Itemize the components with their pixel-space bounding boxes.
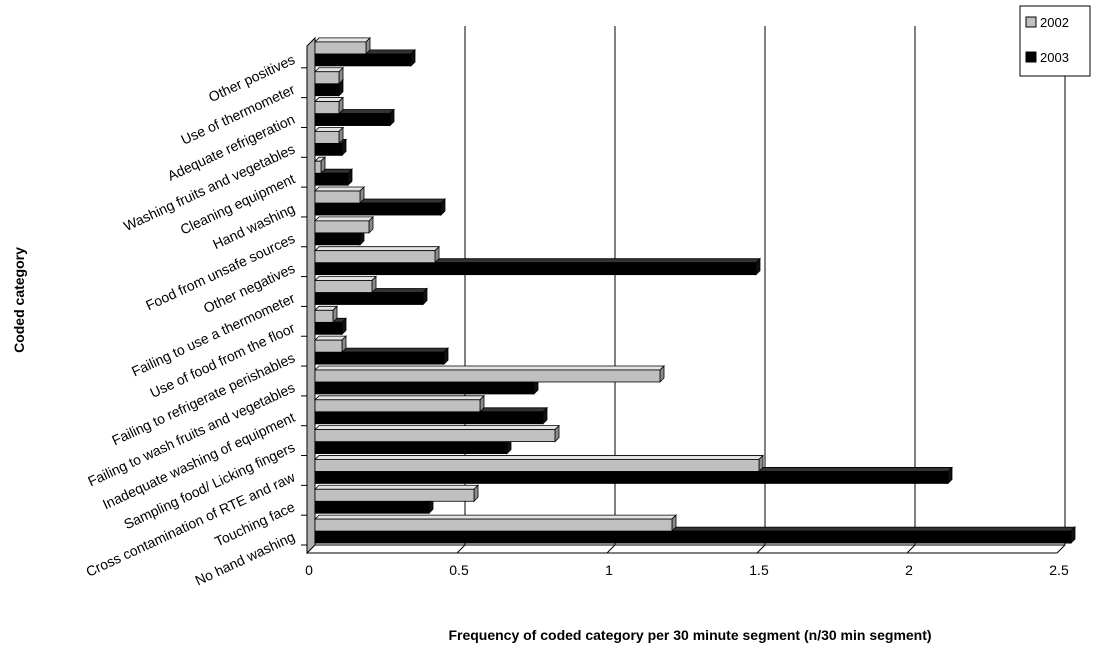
- bar-2002-front: [314, 41, 367, 55]
- bar-2003-front: [314, 500, 430, 514]
- bar-2003-front: [314, 202, 442, 216]
- bar-2002: [314, 484, 479, 503]
- x-tick-label: 2.5: [1049, 562, 1069, 578]
- legend-swatch-2002: [1025, 16, 1037, 28]
- bar-2003-front: [314, 471, 949, 484]
- legend-label-2002: 2002: [1040, 15, 1069, 30]
- bar-2002-front: [314, 190, 361, 204]
- gridline-floor: [606, 544, 616, 554]
- bar-2003: [314, 168, 353, 187]
- bar-2002-front: [314, 309, 334, 323]
- bar-2003-front: [314, 292, 424, 305]
- bar-2002: [314, 365, 665, 383]
- bar-2002-front: [314, 399, 481, 413]
- bar-2002-front: [314, 160, 322, 174]
- y-axis-title: Coded category: [11, 247, 27, 353]
- bar-2002: [314, 215, 374, 234]
- gridline-floor: [906, 544, 916, 554]
- bar-2002-top: [314, 186, 365, 192]
- bar-2003-front: [314, 232, 361, 246]
- legend-swatch-2003: [1025, 51, 1037, 63]
- bar-2002: [314, 394, 485, 413]
- bar-2002-front: [314, 339, 343, 353]
- bar-2003-front: [314, 53, 412, 67]
- x-axis-title: Frequency of coded category per 30 minut…: [448, 627, 931, 643]
- bar-2002-front: [314, 280, 373, 293]
- legend-label-2003: 2003: [1040, 50, 1069, 65]
- bar-2002: [314, 66, 344, 85]
- bar-2002: [314, 454, 764, 473]
- bar-2002-top: [314, 455, 764, 460]
- bar-2003-front: [314, 172, 349, 186]
- bars: [314, 36, 1076, 545]
- bar-2002-front: [314, 369, 661, 383]
- bar-2002: [314, 126, 344, 145]
- bar-2003-front: [314, 411, 544, 425]
- bar-2003-front: [314, 262, 757, 276]
- bar-2002-top: [314, 37, 371, 43]
- bar-2002-top: [314, 484, 479, 490]
- gridline-floor: [1056, 544, 1066, 554]
- bar-2002: [314, 96, 344, 115]
- x-tick-label: 0: [305, 562, 313, 578]
- bar-2002-top: [314, 276, 377, 281]
- x-tick-label: 0.5: [449, 562, 469, 578]
- bar-2003-front: [314, 351, 445, 365]
- bar-2002-front: [314, 220, 370, 234]
- x-tick-label: 2: [905, 562, 913, 578]
- bar-2002: [314, 275, 377, 294]
- gridline-floor: [756, 544, 766, 554]
- bar-2003: [314, 347, 449, 366]
- legend: 2002 2003: [1019, 5, 1091, 77]
- bar-2002-top: [314, 126, 344, 132]
- x-tick-label: 1.5: [749, 562, 769, 578]
- gridline-floor: [456, 544, 466, 554]
- bar-2002: [314, 156, 326, 175]
- bar-2003-front: [314, 381, 535, 395]
- bar-2002: [314, 36, 371, 55]
- bar-2002-top: [314, 365, 665, 371]
- bar-2002: [314, 186, 365, 204]
- bar-2002-top: [314, 97, 344, 102]
- bar-2002-top: [314, 67, 344, 73]
- bar-2003-front: [314, 83, 340, 97]
- x-tick-labels: 0 0.5 1 1.5 2 2.5: [305, 562, 1069, 578]
- bar-2002-front: [314, 130, 340, 144]
- bar-2002-top: [314, 216, 374, 222]
- bar-2003-front: [314, 142, 343, 156]
- bar-2003-front: [314, 530, 1072, 544]
- bar-2003-front: [314, 441, 508, 455]
- bar-2002-top: [314, 425, 560, 431]
- bar-2003-front: [314, 113, 391, 126]
- bar-2002-top: [314, 395, 485, 401]
- bar-2002-front: [314, 71, 340, 85]
- bar-2002: [314, 335, 347, 354]
- bar-2002-front: [314, 518, 673, 532]
- bar-2002-front: [314, 488, 475, 502]
- bar-2003-front: [314, 321, 343, 335]
- bar-2002-top: [314, 514, 677, 520]
- bar-2002: [314, 424, 560, 443]
- bar-2002-front: [314, 101, 340, 114]
- x-tick-label: 1: [605, 562, 613, 578]
- bar-2003: [314, 198, 446, 216]
- bar-2002-front: [314, 250, 436, 264]
- axis-wall: [306, 36, 316, 555]
- bar-2002-top: [314, 246, 440, 252]
- bar-2002: [314, 514, 677, 533]
- bar-2002: [314, 245, 440, 264]
- plot-area: [306, 36, 1065, 555]
- bar-2002-front: [314, 429, 556, 443]
- bar-2002-front: [314, 459, 760, 472]
- bar-2002: [314, 305, 338, 324]
- bar-2002-top: [314, 335, 347, 341]
